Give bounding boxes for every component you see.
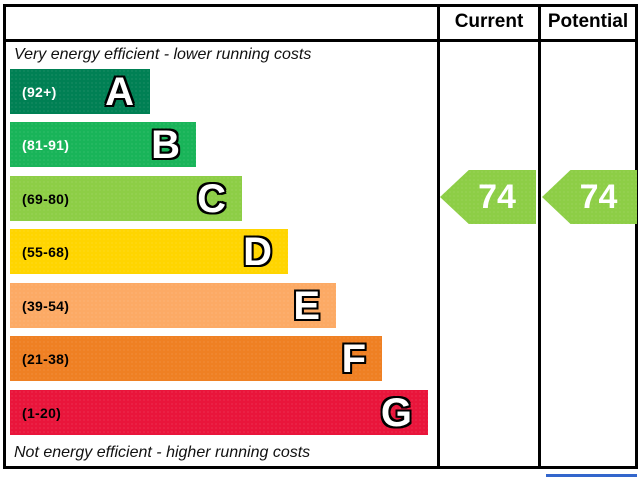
band-d: (55-68) D	[10, 229, 288, 274]
band-e-range: (39-54)	[22, 297, 70, 314]
band-f: (21-38) F	[10, 336, 382, 381]
current-rating-value: 74	[478, 178, 516, 216]
band-b-letter: B	[151, 122, 180, 167]
band-b-range: (81-91)	[22, 136, 70, 153]
band-a-letter: A	[105, 69, 134, 114]
current-column-header: Current	[454, 11, 524, 32]
band-d-letter: D	[243, 229, 272, 274]
partial-element-bottom-edge	[546, 474, 637, 477]
bottom-caption: Not energy efficient - higher running co…	[14, 444, 311, 461]
band-e: (39-54) E	[10, 283, 336, 328]
band-f-range: (21-38)	[22, 350, 70, 367]
band-d-range: (55-68)	[22, 243, 70, 260]
band-c-letter: C	[197, 176, 226, 221]
band-c: (69-80) C	[10, 176, 242, 221]
band-a: (92+) A	[10, 69, 150, 114]
band-f-letter: F	[341, 336, 366, 381]
potential-column-divider	[538, 4, 541, 469]
header-row-divider	[3, 39, 638, 42]
band-g-letter: G	[380, 390, 412, 435]
band-c-range: (69-80)	[22, 190, 70, 207]
potential-rating-value: 74	[579, 178, 618, 216]
top-caption: Very energy efficient - lower running co…	[14, 46, 312, 63]
current-column-divider	[437, 4, 440, 469]
band-b: (81-91) B	[10, 122, 196, 167]
potential-column-header: Potential	[547, 11, 629, 32]
band-e-letter: E	[293, 283, 320, 328]
band-g-range: (1-20)	[22, 404, 62, 421]
band-a-range: (92+)	[22, 83, 57, 100]
band-g: (1-20) G	[10, 390, 428, 435]
